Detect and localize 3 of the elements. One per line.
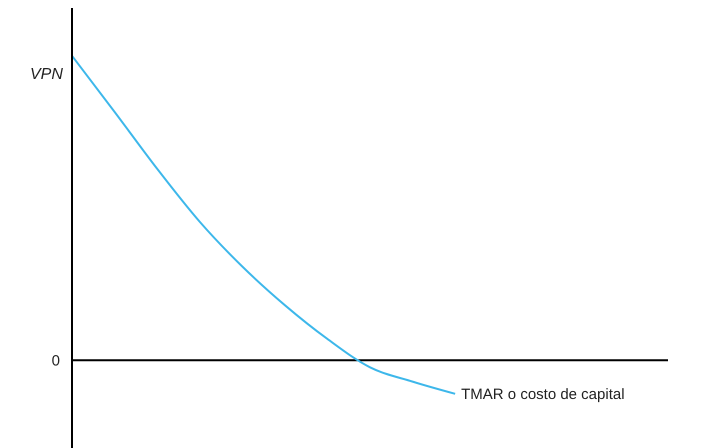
- text: 0: [52, 352, 60, 370]
- y-axis-title: VPN: [30, 66, 63, 84]
- x-axis-title: TMAR o costo de capital: [461, 386, 625, 404]
